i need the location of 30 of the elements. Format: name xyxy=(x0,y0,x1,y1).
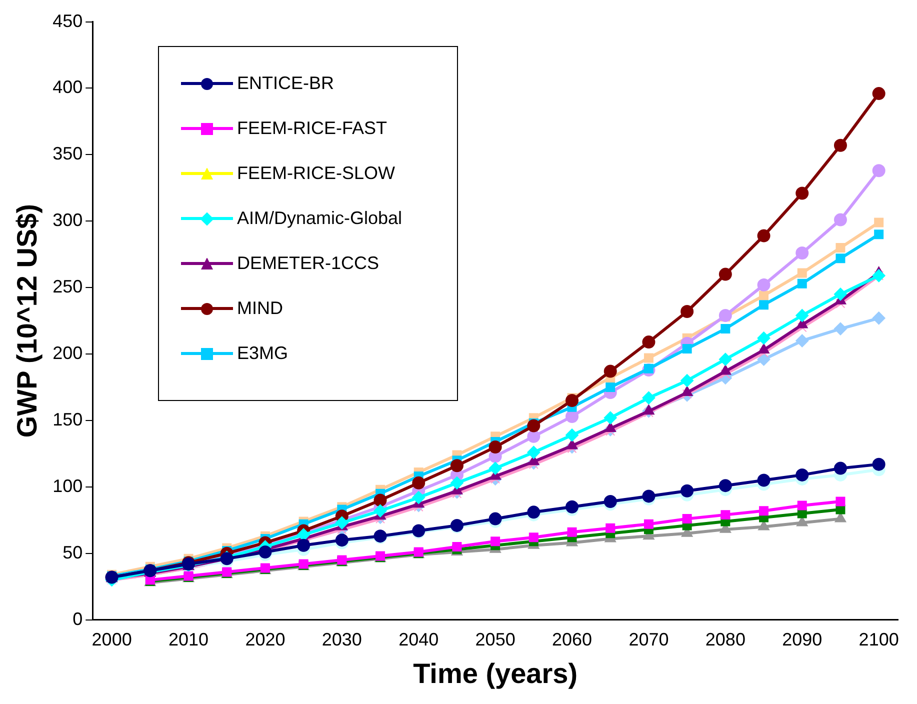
legend-label: FEEM-RICE-SLOW xyxy=(237,163,396,184)
legend-label: AIM/Dynamic-Global xyxy=(237,208,402,229)
x-tick-label: 2050 xyxy=(475,630,516,650)
y-tick-label: 150 xyxy=(52,409,83,430)
x-axis-title: Time (years) xyxy=(413,658,578,689)
legend-label: FEEM-RICE-FAST xyxy=(237,118,388,139)
x-tick-label: 2000 xyxy=(92,630,132,650)
y-tick-label: 100 xyxy=(52,476,83,496)
y-tick-label: 250 xyxy=(52,276,83,297)
x-tick-label: 2060 xyxy=(552,630,592,650)
y-tick-label: 50 xyxy=(62,542,83,562)
legend-label: E3MG xyxy=(237,343,288,364)
y-tick-label: 200 xyxy=(52,342,83,363)
legend-label: ENTICE-BR xyxy=(237,73,334,94)
x-tick-label: 2070 xyxy=(628,630,669,650)
legend-label: MIND xyxy=(237,298,283,319)
y-tick-label: 450 xyxy=(52,10,83,31)
y-tick-label: 300 xyxy=(52,210,83,230)
legend-label: DEMETER-1CCS xyxy=(237,253,380,274)
x-tick-label: 2090 xyxy=(782,630,822,650)
x-tick-label: 2080 xyxy=(705,630,746,650)
y-tick-label: 400 xyxy=(52,77,83,98)
x-tick-label: 2030 xyxy=(322,630,362,650)
y-tick-label: 0 xyxy=(72,608,83,629)
x-tick-label: 2020 xyxy=(245,630,286,650)
x-tick-label: 2040 xyxy=(398,630,439,650)
y-tick-label: 350 xyxy=(52,144,83,164)
x-tick-label: 2100 xyxy=(858,630,899,650)
x-tick-label: 2010 xyxy=(168,630,209,650)
y-axis-title: GWP (10^12 US$) xyxy=(12,204,43,438)
